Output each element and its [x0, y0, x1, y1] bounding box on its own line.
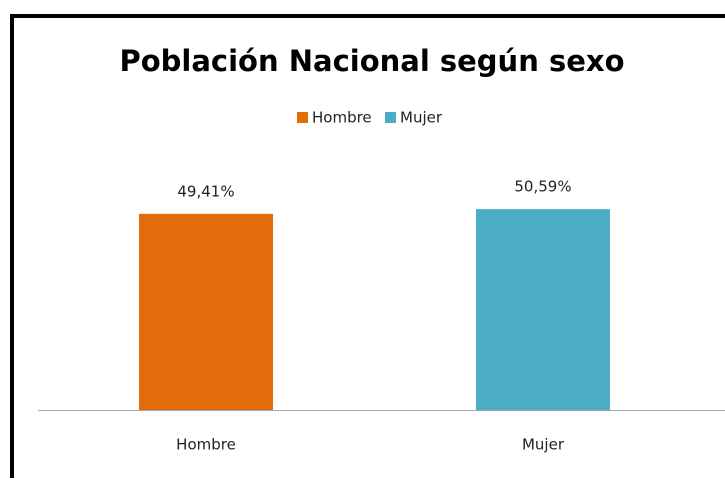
legend-label: Hombre: [312, 109, 372, 127]
data-label: 49,41%: [177, 182, 234, 200]
data-label: 50,59%: [514, 178, 571, 196]
x-tick-label: Mujer: [522, 436, 565, 454]
legend-swatch: [385, 112, 396, 123]
bar: [139, 213, 273, 410]
bar: [476, 209, 610, 410]
x-tick-label: Hombre: [176, 436, 236, 454]
chart-title: Población Nacional según sexo: [119, 44, 624, 78]
legend-label: Mujer: [400, 109, 443, 127]
legend-swatch: [297, 112, 308, 123]
